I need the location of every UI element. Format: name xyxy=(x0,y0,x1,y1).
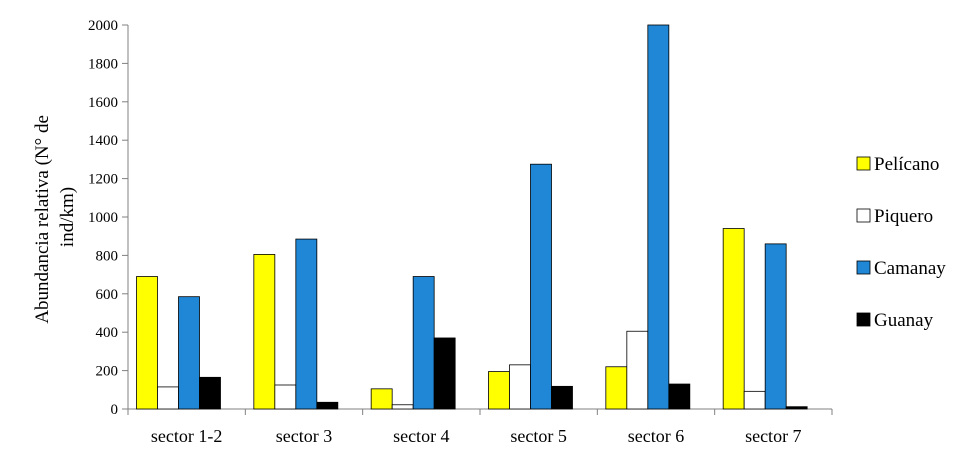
y-tick-label: 1000 xyxy=(88,210,118,226)
bar-pelicano-3 xyxy=(370,388,393,410)
bar-pelicano-6 xyxy=(722,228,745,410)
y-tick-label: 400 xyxy=(96,325,119,341)
y-tick-label: 1200 xyxy=(88,172,118,188)
legend-label: Guanay xyxy=(874,310,934,331)
bar-pelicano-4 xyxy=(488,371,510,410)
bar-guanay-5 xyxy=(668,383,691,410)
bar-camanay-5 xyxy=(647,24,670,410)
y-tick-label: 0 xyxy=(111,402,119,418)
bar-piquero-2 xyxy=(274,384,297,410)
x-tick-label: sector 3 xyxy=(276,426,332,446)
y-tick-label: 200 xyxy=(96,364,119,380)
bar-guanay-4 xyxy=(551,385,573,410)
bar-piquero-5 xyxy=(626,330,649,410)
bar-guanay-3 xyxy=(433,337,456,410)
legend: Pelícano Piquero Camanay Guanay xyxy=(856,154,946,331)
bar-camanay-1 xyxy=(178,296,200,410)
legend-swatch xyxy=(856,260,871,275)
y-axis-label: Abundancia relativa (N° de ind/km) xyxy=(32,110,78,323)
y-tick-label: 1600 xyxy=(88,95,118,111)
y-axis-label-line-1: Abundancia relativa (N° de xyxy=(32,115,53,324)
bar-piquero-3 xyxy=(391,404,414,410)
y-tick-label: 2000 xyxy=(88,18,118,34)
legend-label: Camanay xyxy=(874,258,946,279)
bars xyxy=(136,24,808,410)
legend-swatch xyxy=(856,312,871,327)
y-tick-label: 1400 xyxy=(88,133,118,149)
bar-guanay-6 xyxy=(785,406,808,410)
bar-pelicano-1 xyxy=(136,276,158,410)
legend-swatch xyxy=(856,156,871,171)
y-axis-label-line-2: ind/km) xyxy=(57,187,78,247)
legend-label: Pelícano xyxy=(874,154,939,175)
bar-camanay-2 xyxy=(295,238,318,410)
bar-camanay-6 xyxy=(764,243,787,410)
bar-guanay-1 xyxy=(199,376,221,410)
legend-swatch xyxy=(856,208,871,223)
legend-label: Piquero xyxy=(874,206,933,227)
y-tick-label: 600 xyxy=(96,287,119,303)
y-tick-label: 1800 xyxy=(88,56,118,72)
y-axis: 0 200 400 600 800 1000 1200 1400 1600 1800 2000 xyxy=(88,18,129,418)
bar-piquero-4 xyxy=(509,364,531,410)
bar-piquero-1 xyxy=(157,386,179,410)
x-tick-label: sector 7 xyxy=(745,426,801,446)
x-tick-label: sector 6 xyxy=(628,426,684,446)
bar-camanay-4 xyxy=(530,163,552,410)
bar-piquero-6 xyxy=(743,390,766,410)
x-tick-label: sector 4 xyxy=(393,426,449,446)
x-axis: sector 1-2 sector 3 sector 4 sector 5 sector… xyxy=(127,408,833,446)
bar-pelicano-2 xyxy=(253,254,276,410)
x-tick-label: sector 5 xyxy=(510,426,566,446)
y-tick-label: 800 xyxy=(96,248,119,264)
bar-guanay-2 xyxy=(316,401,339,410)
bar-camanay-3 xyxy=(412,276,435,410)
x-tick-label: sector 1-2 xyxy=(151,426,222,446)
bar-pelicano-5 xyxy=(605,366,628,410)
